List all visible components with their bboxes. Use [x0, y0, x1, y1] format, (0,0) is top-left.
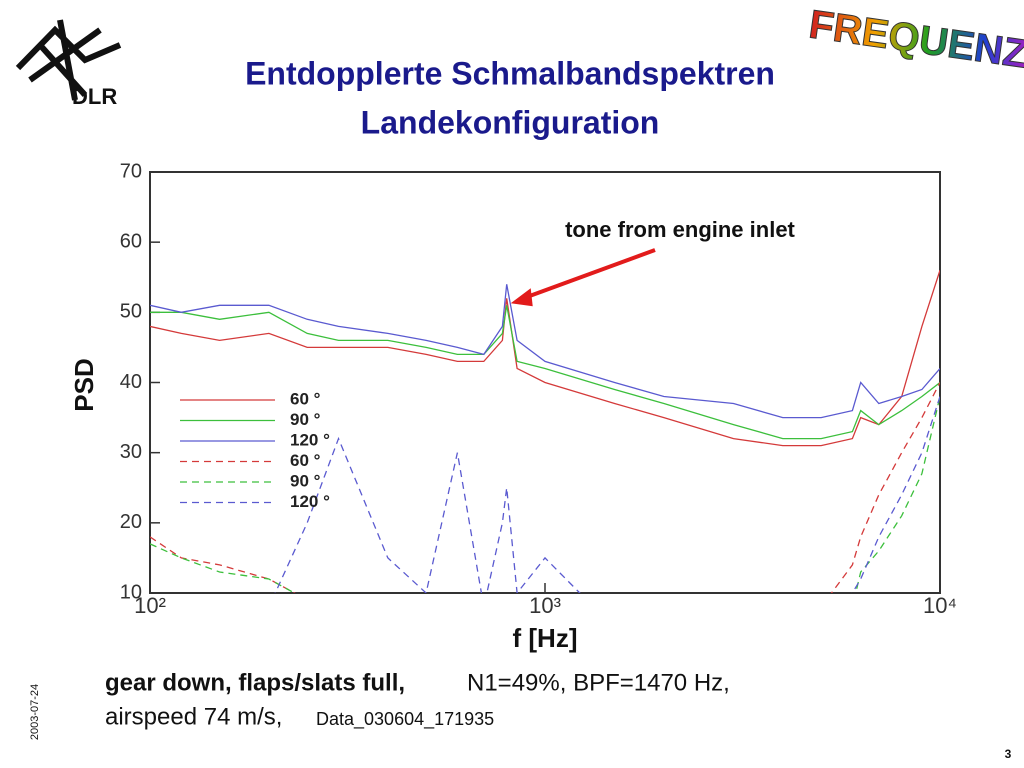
title: Entdopplerte Schmalbandspektren — [245, 55, 775, 91]
annotation: tone from engine inlet — [565, 217, 795, 242]
logo-text: DLR — [72, 84, 117, 109]
caption: N1=49%, BPF=1470 Hz, — [467, 669, 730, 696]
y-tick-label: 10 — [120, 581, 142, 603]
annotation-arrow — [520, 248, 656, 302]
y-axis-label: PSD — [69, 358, 99, 411]
legend-label: 90 ° — [290, 471, 321, 490]
page-number: 3 — [1005, 747, 1012, 761]
x-tick-label: 10² — [134, 593, 166, 618]
legend-label: 60 ° — [290, 451, 321, 470]
y-tick-label: 50 — [120, 301, 142, 323]
plot-lines — [150, 270, 940, 593]
date: 2003-07-24 — [29, 684, 41, 740]
y-tick-label: 70 — [120, 160, 142, 182]
x-tick-label: 10³ — [529, 593, 561, 618]
series-line — [150, 396, 940, 593]
y-tick-label: 20 — [120, 511, 142, 533]
legend-label: 120 ° — [290, 430, 330, 449]
y-tick-label: 30 — [120, 441, 142, 463]
caption: Data_030604_171935 — [316, 709, 494, 730]
caption: gear down, flaps/slats full, — [105, 669, 405, 696]
x-axis-label: f [Hz] — [513, 623, 578, 653]
legend-label: 90 ° — [290, 410, 321, 429]
annotation-arrowhead — [510, 288, 533, 307]
x-tick-label: 10⁴ — [923, 593, 957, 618]
y-tick-label: 60 — [120, 230, 142, 252]
legend-label: 120 ° — [290, 492, 330, 511]
caption: airspeed 74 m/s, — [105, 703, 282, 730]
series-line — [150, 305, 940, 440]
badge: FREQUENZ — [806, 2, 1024, 76]
series-line — [150, 284, 940, 419]
logo — [15, 19, 122, 101]
legend-label: 60 ° — [290, 389, 321, 408]
y-tick-label: 40 — [120, 371, 142, 393]
series-line — [150, 270, 940, 447]
title: Landekonfiguration — [361, 104, 660, 140]
